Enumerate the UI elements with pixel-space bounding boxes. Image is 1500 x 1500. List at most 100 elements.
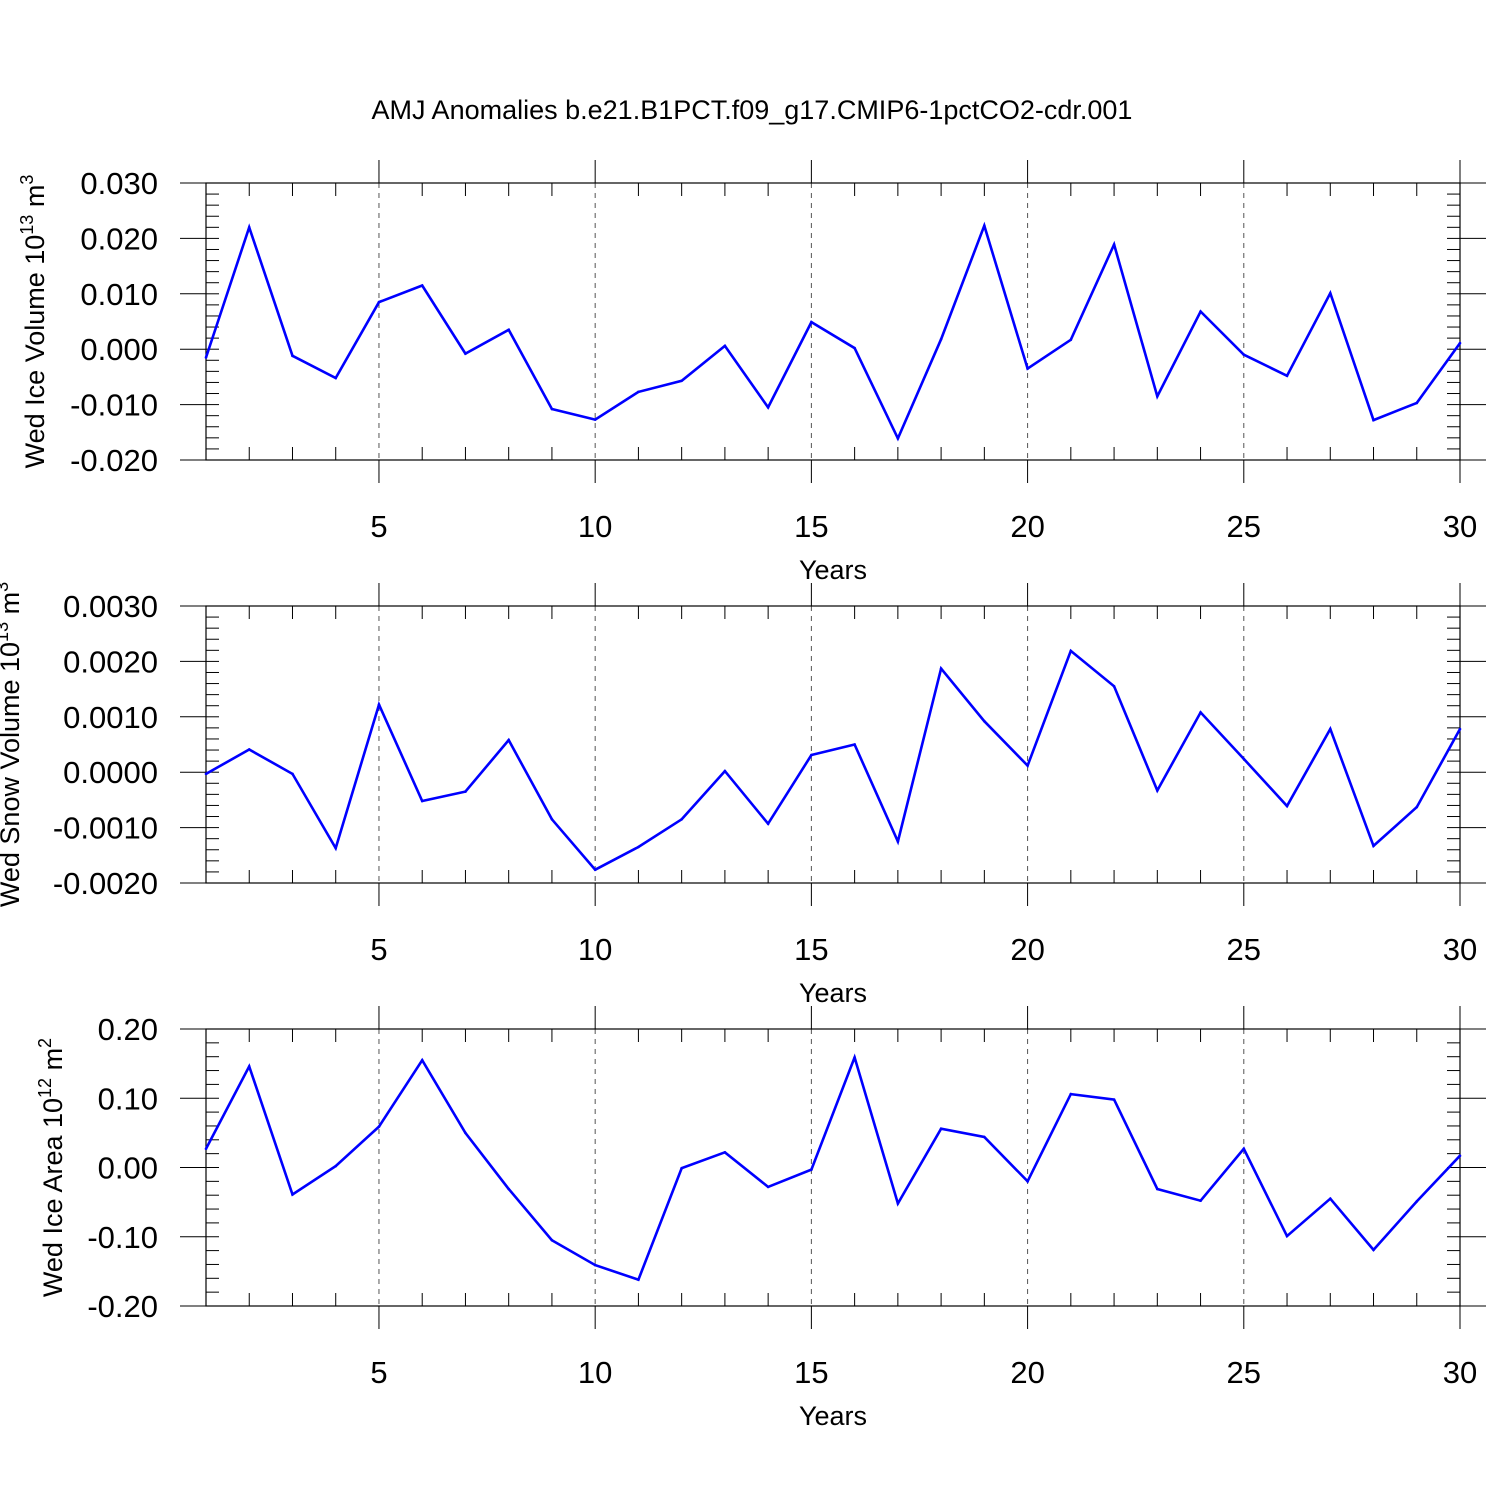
data-point xyxy=(853,1056,856,1059)
data-point xyxy=(507,1187,510,1191)
data-point xyxy=(853,743,856,746)
data-point xyxy=(420,1058,424,1062)
data-point xyxy=(853,346,856,350)
data-point xyxy=(291,354,294,358)
y-tick-label: -0.020 xyxy=(70,443,158,478)
data-point xyxy=(1026,1180,1029,1183)
x-tick-label: 20 xyxy=(1010,932,1044,967)
data-point xyxy=(1372,844,1375,848)
data-point xyxy=(896,1202,900,1205)
x-tick-label: 30 xyxy=(1443,509,1477,544)
data-point xyxy=(723,1150,727,1154)
data-point xyxy=(464,1131,467,1135)
data-point xyxy=(1328,1197,1332,1200)
x-tick-label: 25 xyxy=(1227,509,1261,544)
data-point xyxy=(680,817,683,821)
data-point xyxy=(247,1065,251,1068)
data-point xyxy=(1372,418,1375,422)
data-point xyxy=(1199,711,1202,714)
data-point xyxy=(1285,374,1289,378)
data-point xyxy=(291,772,294,776)
data-point xyxy=(723,769,727,773)
y-tick-label: -0.0020 xyxy=(53,866,158,901)
data-point xyxy=(1026,367,1029,370)
data-point xyxy=(550,1238,554,1242)
data-point xyxy=(983,224,986,227)
data-point xyxy=(377,703,381,706)
data-point xyxy=(1156,789,1159,792)
x-tick-label: 20 xyxy=(1010,1355,1044,1390)
data-point xyxy=(593,868,597,872)
series-line-1 xyxy=(204,221,1462,442)
data-point xyxy=(1242,757,1246,761)
data-point xyxy=(593,418,597,421)
y-axis-label: Wed Ice Volume 1013 m3 xyxy=(17,175,50,469)
data-point xyxy=(247,748,251,751)
x-tick-label: 30 xyxy=(1443,1355,1477,1390)
data-point xyxy=(766,406,770,409)
data-point xyxy=(204,356,208,359)
data-point xyxy=(637,845,640,849)
data-point xyxy=(1112,243,1116,246)
data-point xyxy=(1285,1234,1289,1238)
x-tick-label: 20 xyxy=(1010,509,1044,544)
y-tick-label: -0.010 xyxy=(70,388,158,423)
y-tick-label: -0.20 xyxy=(87,1289,158,1324)
x-tick-label: 10 xyxy=(578,1355,612,1390)
data-point xyxy=(464,790,467,793)
x-tick-label: 5 xyxy=(370,509,387,544)
y-tick-label: 0.000 xyxy=(80,332,158,367)
y-tick-label: 0.030 xyxy=(80,166,158,201)
data-point xyxy=(334,846,338,850)
x-tick-label: 15 xyxy=(794,509,828,544)
data-point xyxy=(420,799,424,803)
data-point xyxy=(1328,291,1332,295)
data-point xyxy=(637,1278,640,1281)
data-point xyxy=(1458,727,1462,731)
x-axis-label: Years xyxy=(799,555,867,585)
x-tick-label: 10 xyxy=(578,932,612,967)
y-tick-label: 0.010 xyxy=(80,277,158,312)
data-point xyxy=(810,753,813,757)
y-tick-label: 0.10 xyxy=(98,1081,158,1116)
series-line-1 xyxy=(205,648,1462,872)
data-point xyxy=(247,226,251,229)
data-point xyxy=(1415,1200,1419,1203)
x-tick-label: 15 xyxy=(794,932,828,967)
x-tick-label: 25 xyxy=(1227,932,1261,967)
data-point xyxy=(1069,338,1073,342)
data-point xyxy=(420,284,424,287)
y-axis-label: Wed Snow Volume 1013 m3 xyxy=(0,582,25,907)
data-point xyxy=(1415,805,1419,809)
data-point xyxy=(550,407,554,411)
data-point xyxy=(1112,1098,1116,1101)
data-point xyxy=(983,1135,986,1139)
data-point xyxy=(1415,401,1419,405)
y-tick-label: -0.10 xyxy=(87,1220,158,1255)
data-point xyxy=(507,738,510,742)
data-point xyxy=(464,352,467,355)
plot-frame xyxy=(205,605,1461,884)
data-point xyxy=(810,1168,813,1171)
data-point xyxy=(334,1164,338,1168)
data-point xyxy=(550,817,554,821)
data-point xyxy=(1372,1248,1375,1252)
chart-panel-2: -0.0020 -0.0010 0.0000 0.0010 0.0020 0.0030 5 1… xyxy=(0,582,1486,1008)
data-point xyxy=(1156,394,1159,398)
data-point xyxy=(1328,727,1332,731)
chart-panel-1: -0.020 -0.010 0.000 0.010 0.020 0.030 5 10 15 20 2… xyxy=(17,160,1486,585)
x-tick-label: 5 xyxy=(370,932,387,967)
data-point xyxy=(1458,1154,1462,1158)
data-point xyxy=(204,772,208,776)
plot-frame xyxy=(205,182,1461,461)
data-point xyxy=(939,1127,943,1131)
x-tick-label: 30 xyxy=(1443,932,1477,967)
data-point xyxy=(1026,764,1029,767)
figure-title: AMJ Anomalies b.e21.B1PCT.f09_g17.CMIP6-… xyxy=(372,95,1133,125)
data-point xyxy=(723,344,727,348)
x-axis-label: Years xyxy=(799,1401,867,1431)
x-tick-label: 5 xyxy=(370,1355,387,1390)
data-point xyxy=(1156,1187,1159,1191)
data-point xyxy=(377,300,381,304)
y-tick-label: 0.0010 xyxy=(63,700,158,735)
